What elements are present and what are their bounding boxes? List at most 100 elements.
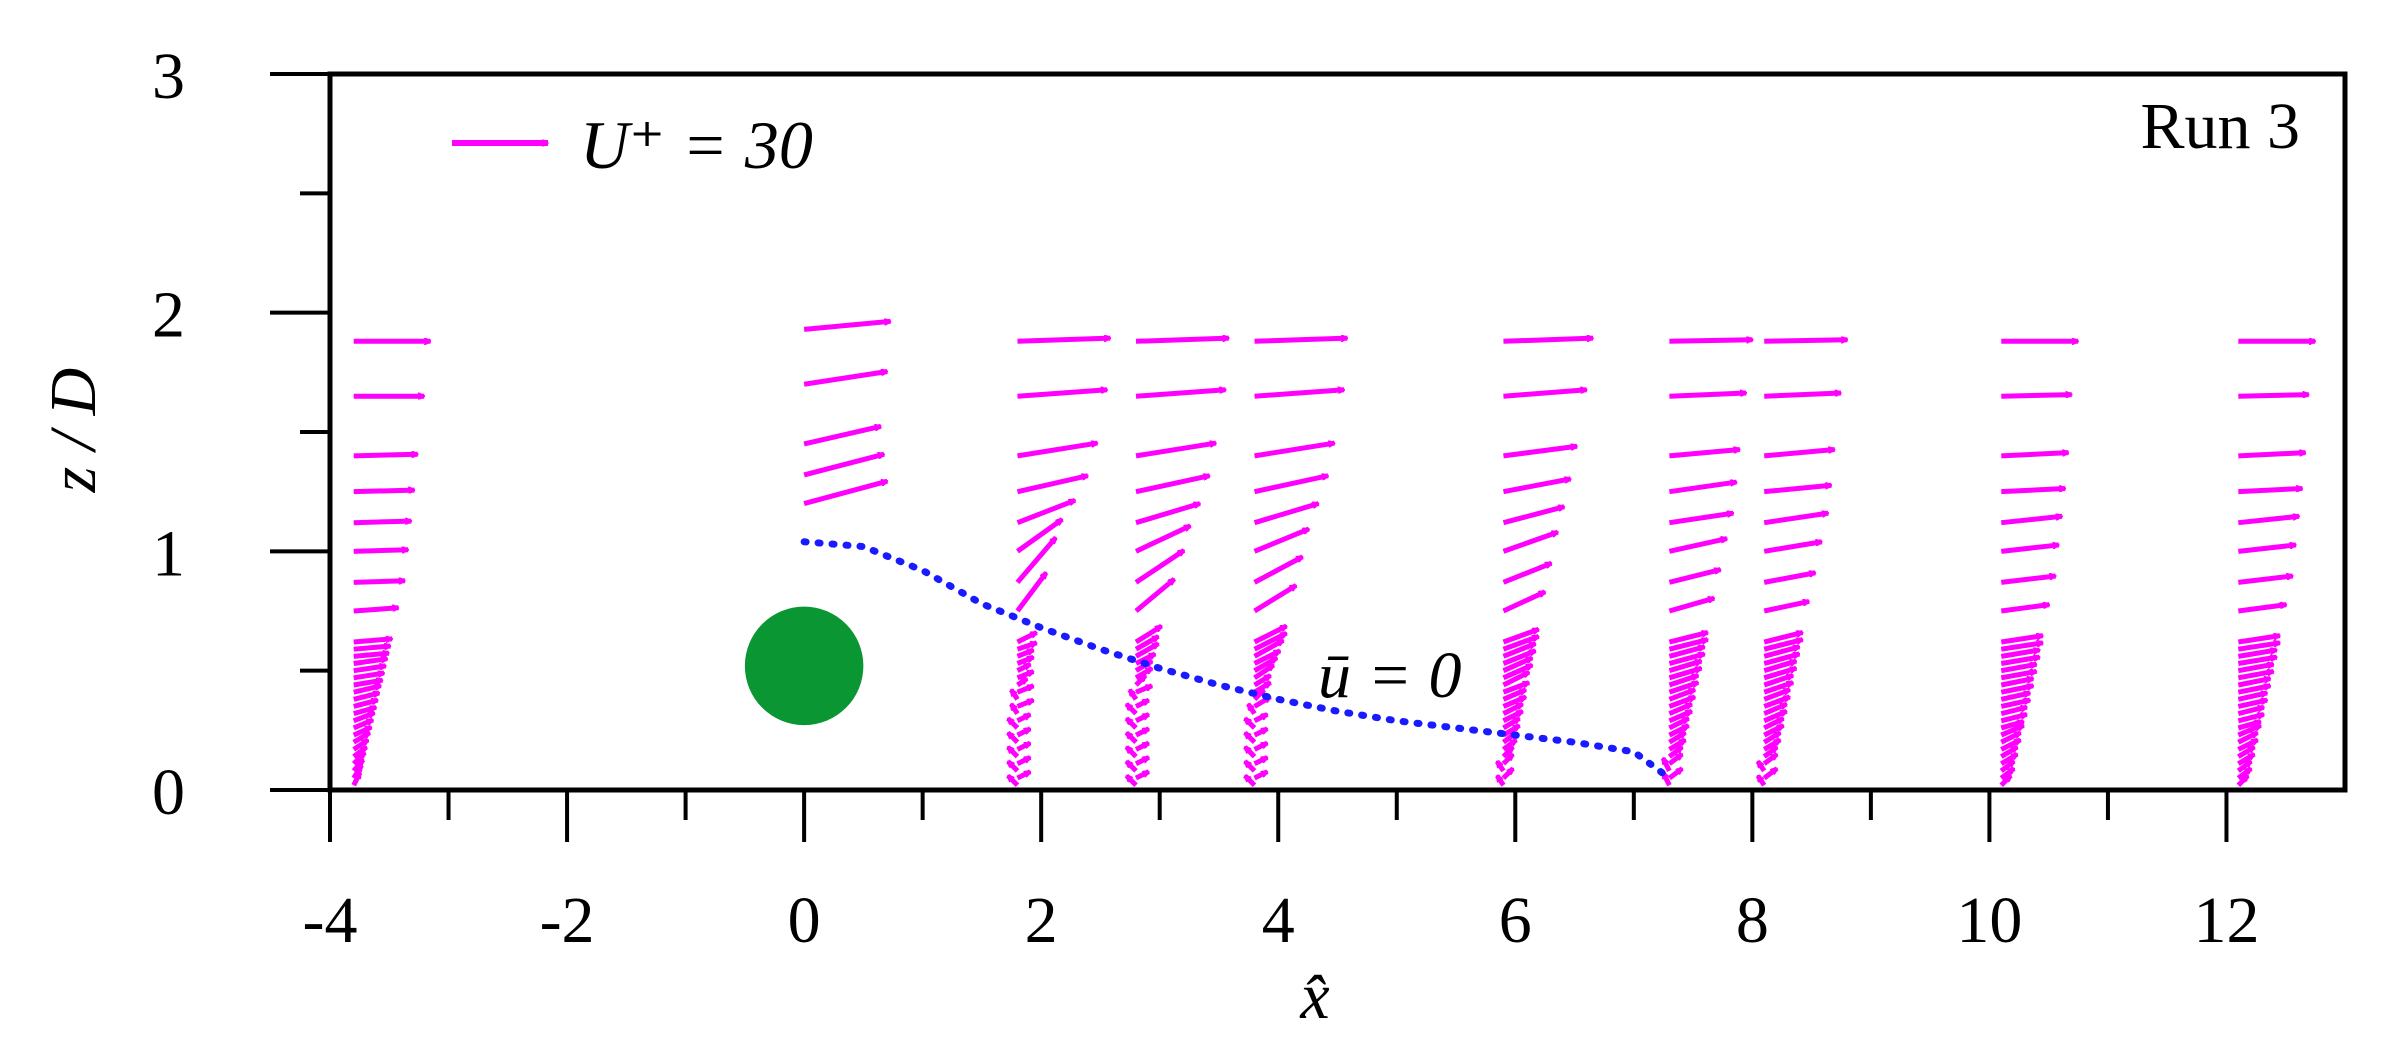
velocity-arrow — [1253, 648, 1281, 666]
velocity-arrow — [2237, 664, 2273, 674]
velocity-arrow — [1502, 662, 1532, 681]
velocity-arrow — [1253, 638, 1284, 659]
velocity-arrow — [1253, 726, 1268, 738]
velocity-arrow — [1016, 497, 1075, 526]
velocity-arrow — [1124, 759, 1138, 773]
velocity-arrow — [353, 521, 412, 526]
velocity-arrow — [352, 717, 373, 731]
velocity-arrow — [2237, 693, 2267, 702]
velocity-arrow — [2000, 693, 2030, 702]
velocity-arrow — [1016, 640, 1036, 652]
velocity-arrow — [1762, 766, 1777, 781]
legend: U⁺ = 30 — [452, 107, 813, 183]
velocity-arrow — [1763, 701, 1786, 716]
velocity-arrow — [1253, 526, 1309, 554]
velocity-arrow — [2237, 744, 2254, 759]
x-tick-label: 2 — [1025, 884, 1058, 957]
velocity-arrow — [1134, 740, 1149, 752]
velocity-arrow — [1135, 501, 1200, 526]
velocity-arrow — [1667, 752, 1682, 766]
velocity-arrow — [2000, 664, 2036, 674]
velocity-arrow — [1668, 737, 1685, 752]
velocity-arrow — [1763, 632, 1802, 645]
velocity-arrow — [2237, 636, 2280, 645]
velocity-arrow — [2237, 752, 2254, 766]
velocity-arrow — [1016, 476, 1087, 495]
velocity-arrow — [1253, 501, 1319, 526]
velocity-arrow — [1668, 658, 1701, 674]
velocity-arrow — [1502, 626, 1538, 645]
velocity-arrow — [1669, 482, 1736, 495]
velocity-arrow — [353, 700, 378, 709]
velocity-arrow — [1503, 338, 1593, 344]
velocity-arrow — [353, 653, 389, 659]
velocity-arrow — [2000, 657, 2039, 666]
velocity-arrow — [2237, 657, 2276, 666]
velocity-arrow — [1017, 390, 1107, 399]
velocity-arrow — [352, 724, 372, 738]
velocity-arrows — [351, 321, 2315, 787]
velocity-arrow — [2000, 576, 2055, 585]
velocity-arrow — [2000, 707, 2027, 717]
velocity-arrow — [352, 737, 368, 752]
velocity-arrow — [351, 760, 366, 773]
velocity-arrow — [2236, 773, 2250, 787]
velocity-arrow — [1501, 752, 1515, 766]
x-tick-label: -4 — [303, 884, 358, 957]
velocity-arrow — [1763, 658, 1796, 674]
velocity-arrow — [1134, 577, 1174, 613]
velocity-arrow — [1668, 694, 1695, 709]
velocity-arrow — [1660, 758, 1672, 773]
velocity-arrow — [2000, 643, 2043, 652]
velocity-arrow — [1763, 647, 1799, 659]
velocity-arrow — [1016, 676, 1027, 688]
velocity-arrow — [1124, 773, 1138, 787]
velocity-arrow — [1124, 716, 1138, 730]
velocity-arrow — [1668, 708, 1691, 724]
velocity-arrow — [1015, 538, 1058, 584]
velocity-arrow — [1502, 723, 1519, 738]
velocity-arrow — [1254, 338, 1348, 344]
velocity-arrow — [1127, 690, 1139, 701]
velocity-arrow — [1253, 554, 1303, 585]
velocity-arrow — [1135, 683, 1152, 695]
velocity-arrow — [1016, 683, 1033, 695]
velocity-arrow — [1502, 648, 1535, 666]
velocity-arrow — [1763, 665, 1796, 681]
velocity-arrow — [803, 454, 884, 478]
velocity-arrow — [1502, 687, 1525, 702]
velocity-arrow — [1502, 634, 1538, 652]
velocity-arrow — [352, 710, 375, 724]
y-tick-label: 1 — [152, 517, 185, 590]
velocity-arrow — [353, 680, 383, 688]
velocity-arrow — [1134, 666, 1152, 680]
x-tick-label: 12 — [2193, 884, 2259, 957]
velocity-arrow — [1667, 766, 1682, 781]
velocity-arrow — [2001, 453, 2068, 459]
velocity-arrow — [1763, 601, 1809, 614]
velocity-arrow — [1502, 641, 1535, 659]
velocity-arrow — [1763, 485, 1831, 495]
velocity-arrow — [2237, 686, 2270, 695]
velocity-arrow — [1134, 726, 1149, 738]
velocity-arrow — [1015, 573, 1049, 613]
velocity-arrow — [1763, 513, 1828, 526]
velocity-arrow — [1669, 340, 1752, 344]
velocity-arrow — [353, 550, 408, 554]
velocity-arrow — [1253, 662, 1274, 680]
velocity-arrow — [1016, 654, 1033, 666]
x-axis-label: x̂ — [1299, 960, 1329, 1033]
velocity-arrow — [2000, 636, 2043, 645]
velocity-arrow — [1999, 773, 2013, 787]
velocity-arrow — [1006, 759, 1020, 773]
velocity-arrow — [1016, 630, 1036, 645]
velocity-arrow — [2237, 714, 2264, 724]
velocity-arrow — [2000, 679, 2033, 688]
velocity-arrow — [1999, 759, 2014, 773]
velocity-arrow — [1502, 529, 1557, 554]
velocity-arrow — [1253, 655, 1277, 673]
velocity-arrow — [353, 490, 415, 495]
velocity-arrow — [2237, 719, 2260, 731]
velocity-arrow — [1763, 680, 1793, 695]
